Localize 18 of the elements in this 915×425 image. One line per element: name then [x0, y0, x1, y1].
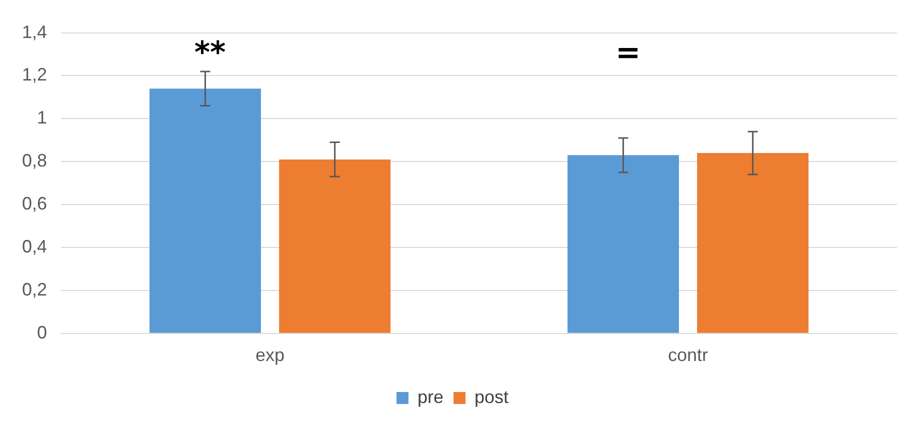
legend-label: pre: [417, 386, 444, 407]
y-tick-label: 0,2: [22, 279, 48, 300]
bar: [150, 88, 261, 333]
y-tick-label: 0,4: [22, 236, 48, 256]
bar: [568, 155, 679, 333]
legend-label: post: [474, 386, 509, 407]
bar: [279, 159, 391, 333]
annotation: **: [194, 36, 226, 71]
y-tick-label: 1,4: [22, 22, 48, 42]
bar: [697, 153, 809, 333]
y-tick-label: 1: [37, 108, 48, 128]
y-tick-label: 1,2: [22, 64, 48, 85]
y-tick-label: 0,8: [22, 150, 48, 171]
x-tick-label: exp: [256, 345, 285, 366]
annotation: =: [615, 36, 641, 71]
x-tick-label: contr: [668, 345, 708, 366]
y-tick-label: 0: [37, 322, 48, 342]
y-tick-label: 0,6: [22, 194, 48, 214]
